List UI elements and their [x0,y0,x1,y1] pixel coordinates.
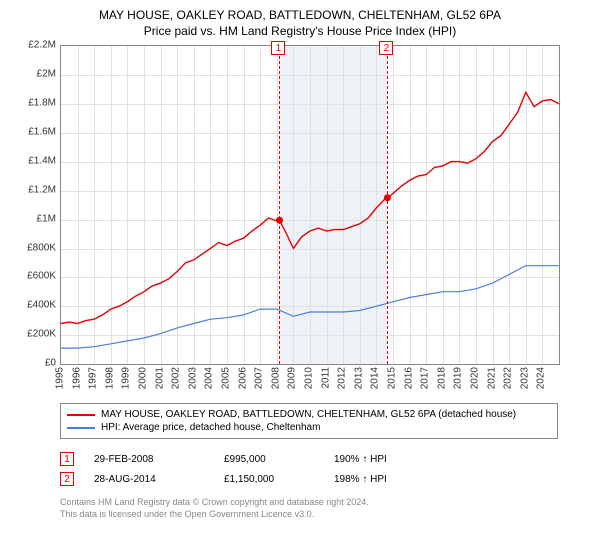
sale-marker-box: 2 [60,472,74,486]
x-tick-label: 2005 [221,367,232,389]
x-tick-label: 2008 [270,367,281,389]
event-marker-label: 2 [379,41,393,55]
x-tick-label: 2021 [486,367,497,389]
title-line-1: MAY HOUSE, OAKLEY ROAD, BATTLEDOWN, CHEL… [12,8,588,24]
event-marker-label: 1 [271,41,285,55]
chart-area: £0 £200K £400K £600K £800K £1M £1.2M £1.4M £1.6M… [12,45,572,395]
footer-line-1: Contains HM Land Registry data © Crown c… [60,497,588,509]
x-tick-label: 2003 [187,367,198,389]
x-tick-label: 2024 [536,367,547,389]
event-marker-line [387,46,388,364]
x-tick-label: 2014 [370,367,381,389]
x-tick-label: 2015 [387,367,398,389]
x-tick-label: 2007 [254,367,265,389]
y-tick-label: £1.2M [14,184,56,195]
sale-date: 28-AUG-2014 [94,474,224,485]
x-tick-label: 1998 [104,367,115,389]
sale-row: 1 29-FEB-2008£995,000190% ↑ HPI [60,449,588,469]
x-tick-label: 2017 [420,367,431,389]
x-tick-label: 2000 [138,367,149,389]
x-tick-label: 2016 [403,367,414,389]
x-tick-label: 1997 [88,367,99,389]
x-tick-label: 2020 [470,367,481,389]
sale-price: £1,150,000 [224,474,334,485]
legend-label: MAY HOUSE, OAKLEY ROAD, BATTLEDOWN, CHEL… [101,409,516,420]
series-svg [61,46,559,364]
footer-attribution: Contains HM Land Registry data © Crown c… [60,497,588,520]
event-marker-line [279,46,280,364]
legend-item: MAY HOUSE, OAKLEY ROAD, BATTLEDOWN, CHEL… [67,408,551,421]
x-tick-label: 1996 [71,367,82,389]
x-tick-label: 2013 [353,367,364,389]
x-tick-label: 2023 [519,367,530,389]
sale-hpi-ratio: 198% ↑ HPI [334,474,454,485]
y-tick-label: £600K [14,271,56,282]
sale-date: 29-FEB-2008 [94,454,224,465]
y-tick-label: £2M [14,69,56,80]
y-tick-label: £0 [14,358,56,369]
y-tick-label: £1.4M [14,155,56,166]
x-tick-label: 2004 [204,367,215,389]
sales-table: 1 29-FEB-2008£995,000190% ↑ HPI 2 28-AUG-20… [60,449,588,489]
x-tick-label: 2006 [237,367,248,389]
x-tick-label: 2012 [337,367,348,389]
legend-swatch [67,414,95,416]
chart-container: MAY HOUSE, OAKLEY ROAD, BATTLEDOWN, CHEL… [0,0,600,560]
x-tick-label: 2019 [453,367,464,389]
sale-hpi-ratio: 190% ↑ HPI [334,454,454,465]
x-tick-label: 1995 [55,367,66,389]
y-tick-label: £1.8M [14,98,56,109]
chart-title: MAY HOUSE, OAKLEY ROAD, BATTLEDOWN, CHEL… [12,8,588,39]
x-tick-label: 2011 [320,367,331,389]
y-tick-label: £1M [14,213,56,224]
series-hpi [61,266,559,348]
footer-line-2: This data is licensed under the Open Gov… [60,509,588,521]
x-tick-label: 2010 [304,367,315,389]
x-tick-label: 2002 [171,367,182,389]
x-tick-label: 2018 [436,367,447,389]
x-tick-label: 2009 [287,367,298,389]
title-line-2: Price paid vs. HM Land Registry's House … [12,24,588,40]
sale-row: 2 28-AUG-2014£1,150,000198% ↑ HPI [60,469,588,489]
sale-marker-box: 1 [60,452,74,466]
series-property [61,92,559,323]
x-tick-label: 2022 [503,367,514,389]
y-tick-label: £2.2M [14,40,56,51]
legend: MAY HOUSE, OAKLEY ROAD, BATTLEDOWN, CHEL… [60,403,558,439]
sale-price: £995,000 [224,454,334,465]
x-tick-label: 1999 [121,367,132,389]
plot-region [60,45,560,365]
legend-label: HPI: Average price, detached house, Chel… [101,422,320,433]
x-tick-label: 2001 [154,367,165,389]
y-tick-label: £200K [14,329,56,340]
y-tick-label: £800K [14,242,56,253]
y-tick-label: £1.6M [14,126,56,137]
y-tick-label: £400K [14,300,56,311]
legend-item: HPI: Average price, detached house, Chel… [67,421,551,434]
legend-swatch [67,427,95,429]
